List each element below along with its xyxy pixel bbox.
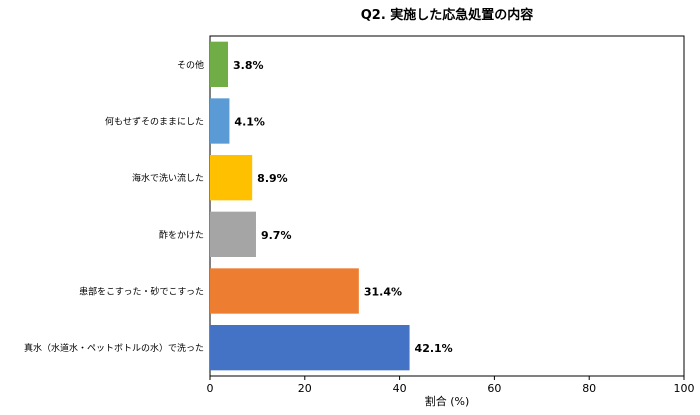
category-label: 真水（水道水・ペットボトルの水）で洗った [24, 342, 204, 354]
value-label: 4.1% [234, 116, 265, 129]
category-labels: その他何もせずそのままにした海水で洗い流した酢をかけた患部をこすった・砂でこすっ… [24, 59, 204, 354]
category-label: 酢をかけた [159, 229, 204, 241]
value-label: 9.7% [261, 229, 292, 242]
x-axis-label: 割合 (%) [425, 394, 470, 408]
x-tick-label: 20 [298, 382, 312, 395]
chart-title: Q2. 実施した応急処置の内容 [361, 7, 534, 23]
value-label: 31.4% [364, 286, 402, 299]
x-tick-label: 0 [207, 382, 214, 395]
value-labels: 3.8% 4.1% 8.9% 9.7% 31.4% 42.1% [233, 59, 453, 355]
bar [210, 268, 359, 314]
category-label: その他 [177, 59, 204, 71]
bar [210, 211, 256, 257]
x-tick-label: 80 [582, 382, 596, 395]
value-label: 42.1% [415, 342, 453, 355]
plot-area-frame [209, 35, 685, 377]
value-label: 8.9% [257, 172, 288, 185]
x-axis-ticks: 0 20 40 60 80 100 [207, 376, 695, 395]
x-tick-label: 100 [674, 382, 695, 395]
x-tick-label: 60 [487, 382, 501, 395]
x-tick-label: 40 [393, 382, 407, 395]
bar [210, 325, 410, 371]
bars-layer [210, 41, 410, 371]
bar [210, 98, 230, 144]
value-label: 3.8% [233, 59, 264, 72]
category-label: 海水で洗い流した [132, 172, 204, 184]
bar [210, 41, 229, 87]
category-label: 何もせずそのままにした [105, 116, 204, 128]
bar [210, 155, 253, 201]
category-label: 患部をこすった・砂でこすった [79, 286, 204, 298]
